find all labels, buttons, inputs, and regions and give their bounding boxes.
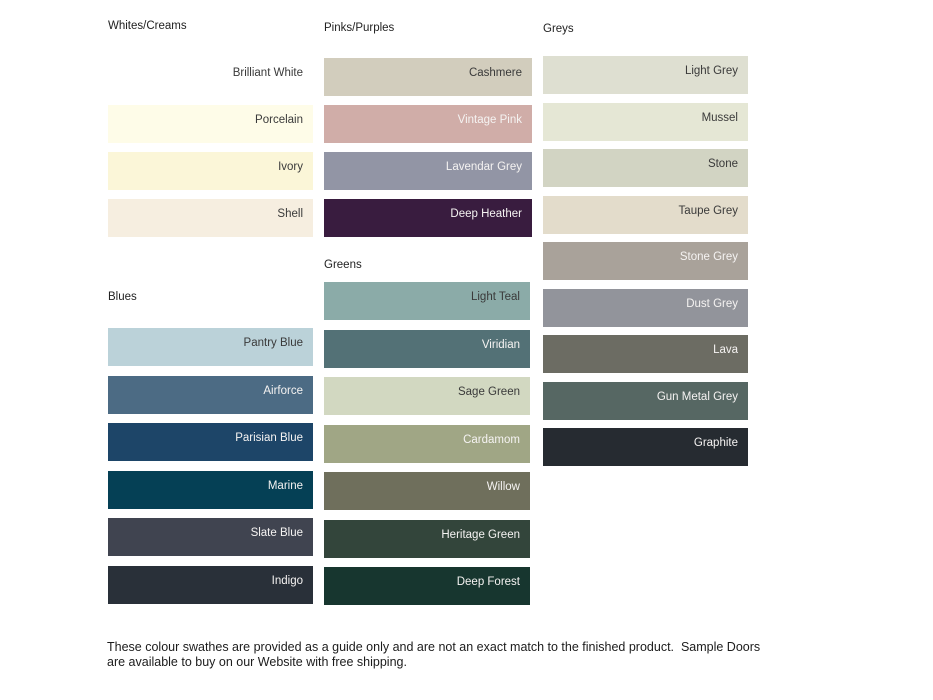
- swatch-label-light-grey: Light Grey: [684, 65, 738, 77]
- swatch-willow: Willow: [324, 472, 530, 510]
- swatch-label-willow: Willow: [486, 481, 520, 493]
- section-greys: Greys Light Grey Mussel Stone Taupe Grey Sto…: [543, 22, 748, 475]
- swatch-label-cardamom: Cardamom: [463, 433, 520, 446]
- section-title-greys: Greys: [543, 23, 574, 35]
- swatch-list-blues: Pantry Blue Airforce Parisian Blue Marine Sl…: [108, 328, 313, 604]
- swatch-label-mussel: Mussel: [701, 111, 738, 124]
- swatch-list-whites-creams: Brilliant White Porcelain Ivory Shell: [108, 58, 313, 237]
- swatch-label-marine: Marine: [267, 479, 303, 492]
- swatch-deep-forest: Deep Forest: [324, 567, 530, 605]
- swatch-stone-grey: Stone Grey: [543, 242, 748, 280]
- swatch-mussel: Mussel: [543, 102, 748, 141]
- swatch-lava: Lava: [543, 335, 748, 373]
- footer-note: These colour swathes are provided as a g…: [107, 640, 764, 669]
- swatch-label-heritage-green: Heritage Green: [441, 528, 520, 541]
- swatch-lavendar-grey: Lavendar Grey: [324, 152, 532, 190]
- swatch-gun-metal-grey: Gun Metal Grey: [543, 381, 748, 420]
- swatch-label-ivory: Ivory: [278, 161, 303, 173]
- swatch-deep-heather: Deep Heather: [324, 199, 532, 237]
- swatch-list-pinks-purples: Cashmere Vintage Pink Lavendar Grey Deep He…: [324, 58, 532, 237]
- swatch-list-greens: Light Teal Viridian Sage Green Cardamom Will…: [324, 282, 530, 605]
- swatch-stone: Stone: [543, 149, 748, 187]
- swatch-shell: Shell: [108, 199, 313, 237]
- section-title-pinks-purples: Pinks/Purples: [324, 22, 395, 34]
- swatch-brilliant-white: Brilliant White: [108, 58, 313, 96]
- swatch-label-lavendar-grey: Lavendar Grey: [445, 161, 522, 173]
- swatch-viridian: Viridian: [324, 329, 530, 368]
- swatch-label-vintage-pink: Vintage Pink: [457, 114, 522, 126]
- swatch-porcelain: Porcelain: [108, 105, 313, 143]
- swatch-label-sage-green: Sage Green: [457, 386, 520, 398]
- section-title-greens: Greens: [324, 259, 362, 271]
- section-whites-creams: Whites/Creams Brilliant White Porcelain Iv…: [108, 19, 313, 246]
- swatch-marine: Marine: [108, 470, 313, 509]
- swatch-cashmere: Cashmere: [324, 58, 532, 96]
- section-title-whites-creams: Whites/Creams: [108, 20, 187, 32]
- section-title-blues: Blues: [108, 291, 137, 303]
- swatch-label-viridian: Viridian: [481, 338, 520, 351]
- swatch-label-brilliant-white: Brilliant White: [232, 67, 303, 79]
- swatch-light-teal: Light Teal: [324, 282, 530, 320]
- swatch-label-deep-forest: Deep Forest: [456, 576, 520, 588]
- swatch-label-porcelain: Porcelain: [255, 114, 303, 126]
- swatch-taupe-grey: Taupe Grey: [543, 195, 748, 234]
- swatch-heritage-green: Heritage Green: [324, 519, 530, 558]
- swatch-label-stone: Stone: [707, 158, 738, 170]
- swatch-label-pantry-blue: Pantry Blue: [243, 337, 303, 349]
- swatch-list-greys: Light Grey Mussel Stone Taupe Grey Stone Gre…: [543, 56, 748, 466]
- swatch-label-deep-heather: Deep Heather: [450, 208, 522, 220]
- swatch-label-shell: Shell: [277, 208, 303, 220]
- swatch-label-stone-grey: Stone Grey: [679, 251, 738, 263]
- swatch-dust-grey: Dust Grey: [543, 288, 748, 327]
- swatch-airforce: Airforce: [108, 375, 313, 414]
- swatch-indigo: Indigo: [108, 565, 313, 604]
- section-greens: Greens Light Teal Viridian Sage Green Carda…: [324, 258, 530, 615]
- section-pinks-purples: Pinks/Purples Cashmere Vintage Pink Lavend…: [324, 21, 532, 246]
- swatch-label-indigo: Indigo: [271, 574, 303, 587]
- swatch-label-graphite: Graphite: [693, 437, 738, 449]
- swatch-light-grey: Light Grey: [543, 56, 748, 94]
- swatch-label-light-teal: Light Teal: [470, 291, 520, 303]
- swatch-label-gun-metal-grey: Gun Metal Grey: [656, 390, 738, 403]
- swatch-slate-blue: Slate Blue: [108, 518, 313, 556]
- swatch-parisian-blue: Parisian Blue: [108, 423, 313, 461]
- section-blues: Blues Pantry Blue Airforce Parisian Blue Ma…: [108, 290, 313, 613]
- swatch-sage-green: Sage Green: [324, 377, 530, 415]
- swatch-label-dust-grey: Dust Grey: [686, 297, 738, 310]
- swatch-graphite: Graphite: [543, 428, 748, 466]
- swatch-cardamom: Cardamom: [324, 424, 530, 463]
- swatch-label-slate-blue: Slate Blue: [250, 527, 303, 539]
- swatch-vintage-pink: Vintage Pink: [324, 105, 532, 143]
- swatch-label-taupe-grey: Taupe Grey: [678, 204, 738, 217]
- swatch-label-lava: Lava: [713, 344, 738, 356]
- swatch-label-parisian-blue: Parisian Blue: [235, 432, 303, 444]
- swatch-ivory: Ivory: [108, 152, 313, 190]
- swatch-pantry-blue: Pantry Blue: [108, 328, 313, 366]
- swatch-label-cashmere: Cashmere: [468, 67, 522, 79]
- swatch-label-airforce: Airforce: [263, 384, 303, 397]
